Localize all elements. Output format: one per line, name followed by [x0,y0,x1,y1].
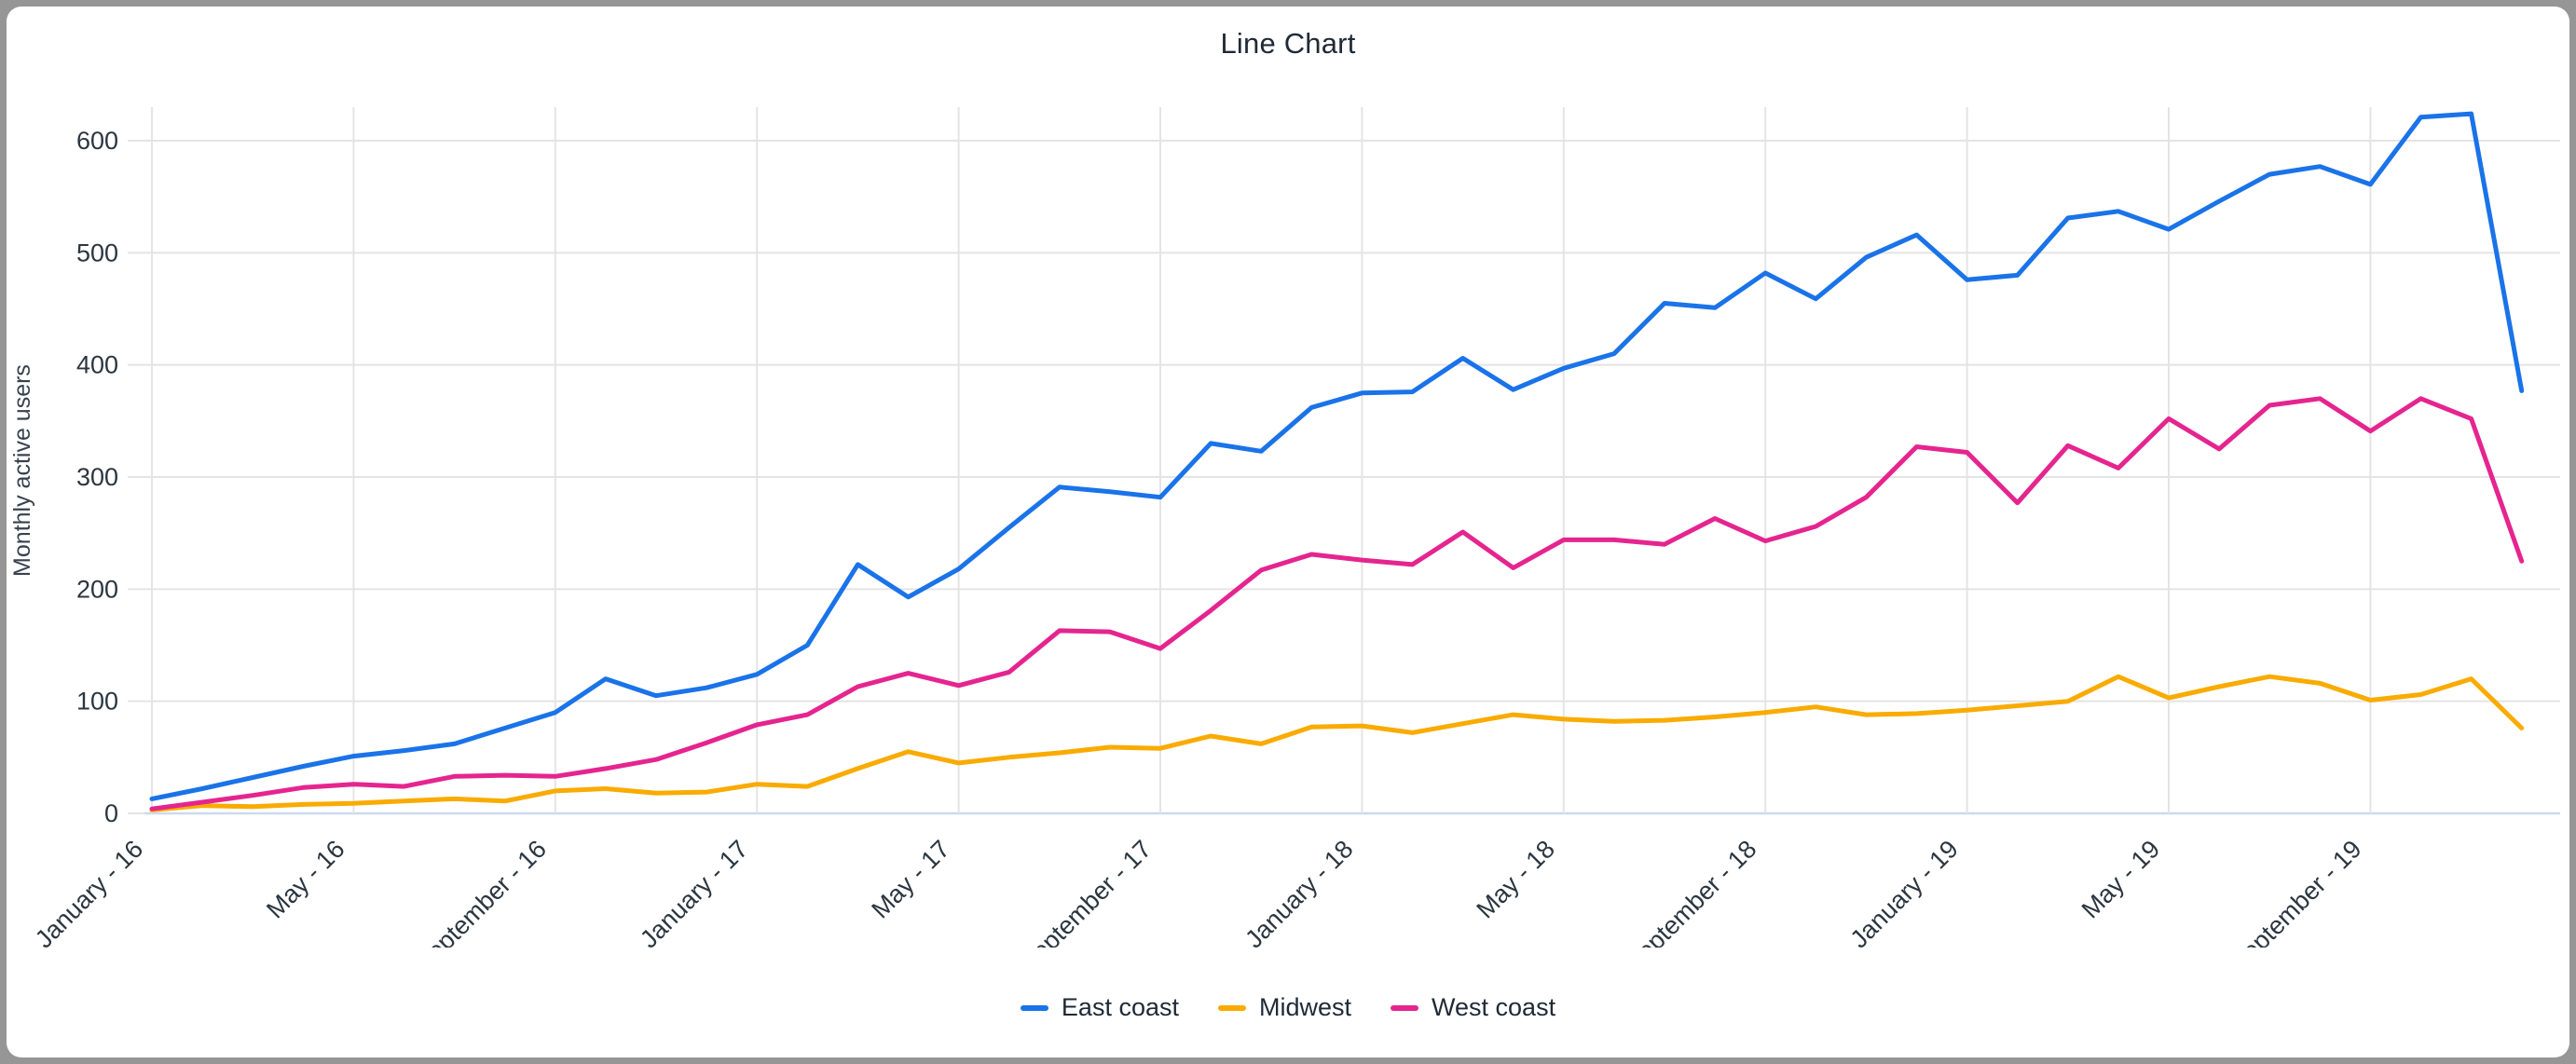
x-tick-label: May - 19 [2076,835,2165,923]
legend-label: East coast [1061,993,1179,1021]
x-tick-label: January - 19 [1844,835,1963,948]
series-line-east-coast [149,111,2525,801]
y-tick-label: 100 [76,688,118,716]
x-tick-label: May - 17 [866,835,954,923]
x-tick-label: May - 18 [1472,835,1560,923]
legend-label: Midwest [1258,993,1352,1021]
y-tick-label: 0 [104,799,118,827]
chart-card: Line Chart Monthly active users 0 100 200 3… [7,7,2569,1057]
x-tick-label: September - 17 [1014,835,1157,948]
x-tick-label: January - 17 [635,835,753,948]
x-tick-label: September - 16 [409,835,552,948]
x-tick-label: January - 16 [30,835,148,948]
legend-swatch [1391,1004,1419,1011]
legend-swatch [1020,1004,1048,1011]
legend-item-midwest[interactable]: Midwest [1217,993,1352,1022]
line-chart-plot: 0 100 200 300 400 500 600 January - 16 May - 16 S… [30,107,2560,948]
legend-swatch [1217,1004,1246,1011]
legend-item-east-coast[interactable]: East coast [1020,993,1179,1022]
y-tick-label: 600 [76,127,118,155]
y-tick-label: 200 [76,575,118,603]
legend-item-west-coast[interactable]: West coast [1391,993,1555,1022]
chart-title: Line Chart [1220,27,1356,60]
y-tick-label: 400 [76,351,118,379]
y-tick-label: 500 [76,239,118,266]
x-tick-label: January - 18 [1240,835,1358,948]
x-tick-label: September - 18 [1620,835,1762,948]
legend-label: West coast [1432,993,1556,1021]
x-tick-label: May - 16 [261,835,349,923]
series-line-midwest [149,674,2525,812]
x-tick-label: September - 19 [2225,835,2367,948]
y-tick-label: 300 [76,463,118,491]
chart-legend: East coast Midwest West coast [7,993,2569,1022]
series-line-west-coast [149,396,2525,812]
